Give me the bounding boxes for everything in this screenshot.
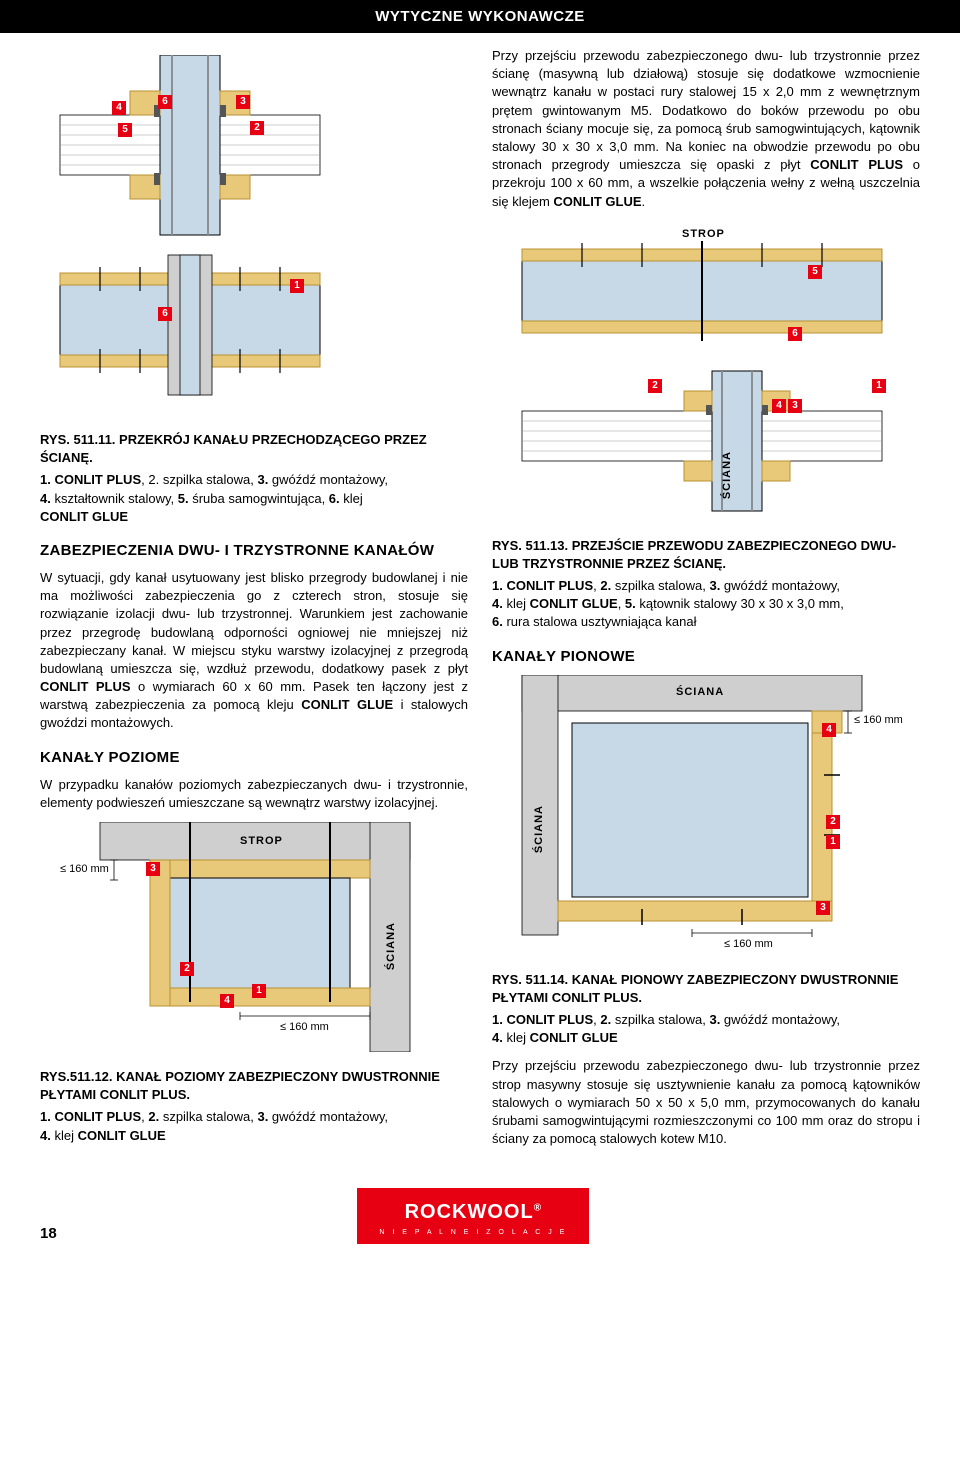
label-strop-13: STROP [682,227,725,242]
fig-511-13: STROP ŚCIANA 5 6 2 1 4 3 [492,221,920,521]
fig-511-14-legend: 1. CONLIT PLUS, 2. szpilka stalowa, 3. g… [492,1011,920,1047]
fig-511-11-legend: 1. CONLIT PLUS, 2. szpilka stalowa, 3. g… [40,471,468,526]
sec-poziome-title: KANAŁY POZIOME [40,747,468,768]
sec-pionowe-title: KANAŁY PIONOWE [492,646,920,667]
page-number: 18 [40,1223,57,1244]
fig-511-12-title: RYS.511.12. KANAŁ POZIOMY ZABEZPIECZONY … [40,1068,468,1104]
label-sciana: ŚCIANA [384,922,399,970]
fig-511-11: 4 5 6 3 2 1 6 [40,55,468,415]
fig-511-11-svg [40,55,460,415]
fig-511-13-svg [492,221,912,521]
sec-dwu-trzy-para: W sytuacji, gdy kanał usytuowany jest bl… [40,569,468,733]
fig-511-12-legend: 1. CONLIT PLUS, 2. szpilka stalowa, 3. g… [40,1108,468,1144]
fig-511-14: ŚCIANA ŚCIANA ≤ 160 mm ≤ 160 mm 4 2 1 3 [492,675,920,955]
fig-511-12: STROP ŚCIANA ≤ 160 mm ≤ 160 mm 3 2 1 4 [40,822,468,1052]
label-sciana-13: ŚCIANA [720,451,735,499]
dim-160-14b: ≤ 160 mm [724,937,773,952]
fig-511-14-title: RYS. 511.14. KANAŁ PIONOWY ZABEZPIECZONY… [492,971,920,1007]
fig-511-13-title: RYS. 511.13. PRZEJŚCIE PRZEWODU ZABEZPIE… [492,537,920,573]
intro-para: Przy przejściu przewodu zabezpieczonego … [492,47,920,211]
dim-160-left: ≤ 160 mm [60,862,109,877]
dim-160-bottom: ≤ 160 mm [280,1020,329,1035]
label-strop: STROP [240,834,283,849]
dim-160-14r: ≤ 160 mm [854,713,903,728]
label-sciana-14l: ŚCIANA [532,805,547,853]
fig-511-11-title: RYS. 511.11. PRZEKRÓJ KANAŁU PRZECHODZĄC… [40,431,468,467]
fig-511-14-svg [492,675,912,955]
sec-poziome-para: W przypadku kanałów poziomych zabezpiecz… [40,776,468,812]
fig-511-13-legend: 1. CONLIT PLUS, 2. szpilka stalowa, 3. g… [492,577,920,632]
sec-dwu-trzy-title: ZABEZPIECZENIA DWU- I TRZYSTRONNE KANAŁÓ… [40,540,468,561]
label-sciana-14t: ŚCIANA [676,685,724,700]
header-bar: WYTYCZNE WYKONAWCZE [0,0,960,33]
rockwool-logo: ROCKWOOL® N I E P A L N E I Z O L A C J … [357,1188,589,1244]
final-para: Przy przejściu przewodu zabezpieczonego … [492,1057,920,1148]
